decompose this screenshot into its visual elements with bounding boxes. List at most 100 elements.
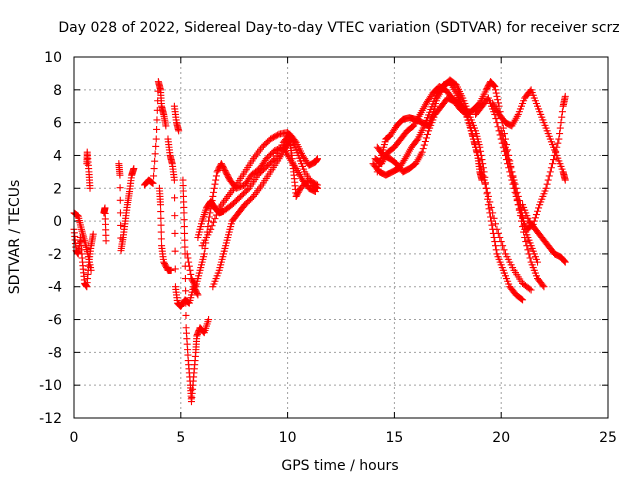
data-point [187, 270, 195, 278]
data-point [191, 281, 199, 289]
data-point [418, 148, 426, 156]
data-point [182, 311, 190, 319]
data-points [70, 76, 569, 406]
data-point [498, 131, 506, 139]
data-point [170, 176, 178, 184]
data-point [535, 204, 543, 212]
y-tick-label: -12 [39, 411, 62, 427]
data-point [511, 180, 519, 188]
data-point [494, 123, 502, 131]
x-tick-label: 15 [385, 430, 403, 446]
data-point [150, 172, 158, 180]
data-point [492, 86, 500, 94]
data-point [478, 176, 486, 184]
data-point [527, 286, 535, 294]
y-tick-label: 4 [53, 148, 62, 164]
data-point [555, 135, 563, 143]
plot-frame [73, 56, 609, 419]
data-point [534, 207, 542, 215]
data-point [508, 168, 516, 176]
data-point [499, 242, 507, 250]
data-point [130, 165, 138, 173]
data-point [175, 127, 183, 135]
data-point [561, 176, 569, 184]
data-point [244, 186, 252, 194]
data-point [560, 256, 568, 264]
data-point [491, 238, 499, 246]
data-point [543, 180, 551, 188]
data-point [116, 209, 124, 217]
y-tick-label: 10 [44, 50, 62, 66]
data-point [151, 150, 159, 158]
data-point [519, 217, 527, 225]
data-point [211, 215, 219, 223]
data-point [552, 147, 560, 155]
data-point [505, 156, 513, 164]
data-point [540, 283, 548, 291]
data-point [205, 316, 213, 324]
data-point [214, 208, 222, 216]
x-axis-label: GPS time / hours [281, 458, 398, 474]
data-point [510, 176, 518, 184]
data-point [157, 221, 165, 229]
y-tick-label: -8 [48, 345, 62, 361]
data-point [413, 136, 421, 144]
y-tick-label: 6 [53, 116, 62, 132]
data-point [493, 119, 501, 127]
y-tick-label: 2 [53, 181, 62, 197]
data-point [193, 290, 201, 298]
data-point [494, 96, 502, 104]
y-tick-label: 0 [53, 214, 62, 230]
data-point [151, 157, 159, 165]
x-tick-label: 10 [279, 430, 297, 446]
data-point [522, 238, 530, 246]
data-point [561, 257, 569, 265]
data-point [561, 92, 569, 100]
y-tick-label: -6 [48, 313, 62, 329]
data-point [490, 82, 498, 90]
data-point [162, 122, 170, 130]
data-point [551, 151, 559, 159]
data-point [210, 184, 218, 192]
data-point [513, 188, 521, 196]
data-point [491, 110, 499, 118]
data-point [556, 130, 564, 138]
data-point [558, 108, 566, 116]
data-point [153, 116, 161, 124]
data-point [550, 156, 558, 164]
data-point [211, 180, 219, 188]
data-point [171, 194, 179, 202]
data-point [181, 229, 189, 237]
data-point [487, 213, 495, 221]
data-point [482, 184, 490, 192]
data-point [554, 139, 562, 147]
data-point [509, 172, 517, 180]
y-tick-label: 8 [53, 83, 62, 99]
data-point [200, 328, 208, 336]
data-point [500, 139, 508, 147]
data-point [86, 184, 94, 192]
data-point [515, 197, 523, 205]
data-point [102, 237, 110, 245]
data-point [314, 181, 322, 189]
data-point [157, 228, 165, 236]
data-point [506, 160, 514, 168]
data-point [210, 218, 218, 226]
data-point [285, 138, 293, 146]
data-point [481, 180, 489, 188]
data-point [312, 180, 320, 188]
data-point [491, 83, 499, 91]
data-point [116, 196, 124, 204]
data-point [420, 141, 428, 149]
data-point [314, 155, 322, 163]
data-point [212, 172, 220, 180]
data-point [419, 145, 427, 153]
data-point [483, 188, 491, 196]
data-point [499, 135, 507, 143]
y-tick-label: -4 [48, 280, 62, 296]
data-point [544, 176, 552, 184]
data-point [157, 201, 165, 209]
data-point [157, 208, 165, 216]
data-point [180, 223, 188, 231]
data-point [209, 192, 217, 200]
